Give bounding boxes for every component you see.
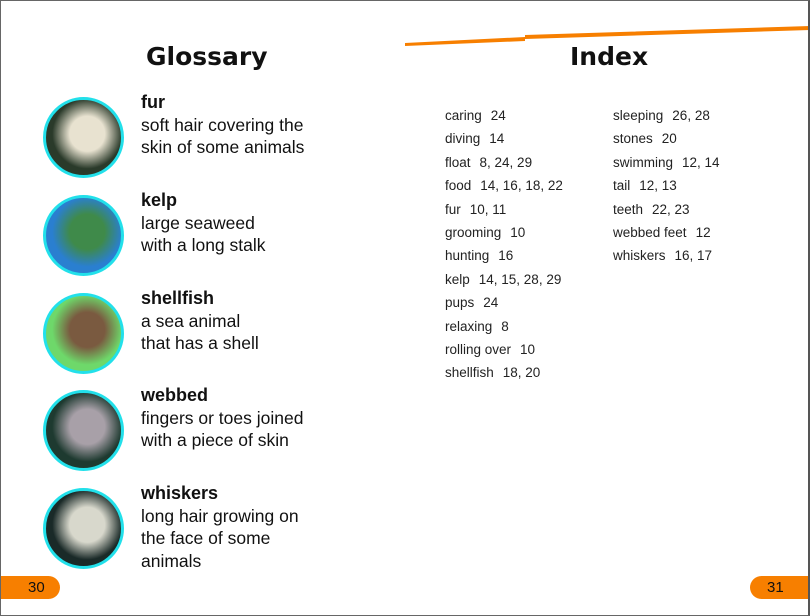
index-term: tail <box>613 178 631 194</box>
index-pages: 22, 23 <box>652 201 690 217</box>
index-pages: 10 <box>520 342 536 358</box>
index-term: caring <box>445 108 482 123</box>
page-number-left: 30 <box>0 576 60 599</box>
index-entry: diving 14 <box>445 127 563 150</box>
index-pages: 12, 13 <box>639 178 677 194</box>
index-entry: sleeping 26, 28 <box>613 104 720 127</box>
index-entry: caring 24 <box>445 104 563 127</box>
index-term: fur <box>445 201 461 217</box>
glossary-definition-line: skin of some animals <box>141 137 305 157</box>
index-pages: 14, 15, 28, 29 <box>478 271 562 287</box>
index-term: hunting <box>445 248 490 264</box>
index-term: shellfish <box>445 365 494 381</box>
index-entry: relaxing 8 <box>445 315 563 338</box>
index-pages: 14 <box>489 131 505 147</box>
index-entry: pups 24 <box>445 291 563 314</box>
index-pages: 20 <box>661 131 677 147</box>
index-entry: fur 10, 11 <box>445 198 563 221</box>
glossary-image-sea-otter-fur <box>43 97 124 178</box>
index-column-2: sleeping 26, 28 stones 20 swimming 12, 14 tail… <box>613 104 720 268</box>
index-title: Index <box>570 42 649 71</box>
index-entry: grooming 10 <box>445 221 563 244</box>
index-term: swimming <box>613 154 674 170</box>
glossary-definition-line: fingers or toes joined <box>141 407 304 428</box>
index-term: teeth <box>613 201 644 217</box>
index-term: diving <box>445 131 481 147</box>
index-entry: shellfish 18, 20 <box>445 361 563 384</box>
index-column-1: caring 24 diving 14 float 8, 24, 29 food 14, 16… <box>445 104 563 385</box>
glossary-image-kelp-forest <box>43 195 124 276</box>
glossary-definition-line: long hair growing on <box>141 505 299 526</box>
glossary-word: webbed <box>141 385 209 405</box>
glossary-entry: shellfish a sea animal that has a shell <box>43 288 403 383</box>
glossary-image-crab-on-rock <box>43 293 124 374</box>
index-term: float <box>445 154 471 170</box>
index-entry: rolling over 10 <box>445 338 563 361</box>
glossary-entry: fur soft hair covering the skin of some … <box>43 92 403 187</box>
index-pages: 12 <box>695 225 711 241</box>
index-entry: swimming 12, 14 <box>613 151 720 174</box>
index-pages: 16 <box>498 248 514 264</box>
index-term: relaxing <box>445 318 493 334</box>
index-pages: 10, 11 <box>469 201 507 217</box>
index-pages: 10 <box>510 225 526 241</box>
index-entry: kelp 14, 15, 28, 29 <box>445 268 563 291</box>
glossary-entry: whiskers long hair growing on the face o… <box>43 483 403 578</box>
glossary-title: Glossary <box>146 42 268 71</box>
orange-accent-line <box>405 26 810 46</box>
glossary-definition-line: that has a shell <box>141 333 259 353</box>
glossary-definition-line: with a long stalk <box>141 235 266 255</box>
index-entry: hunting 16 <box>445 244 563 267</box>
glossary-image-otter-whiskers <box>43 488 124 569</box>
index-entry: tail 12, 13 <box>613 174 720 197</box>
index-pages: 16, 17 <box>674 248 713 264</box>
index-pages: 24 <box>483 295 499 311</box>
index-entry: whiskers 16, 17 <box>613 244 720 267</box>
index-term: pups <box>445 295 475 311</box>
index-entry: webbed feet 12 <box>613 221 720 244</box>
index-entry: stones 20 <box>613 127 720 150</box>
index-term: food <box>445 178 472 194</box>
glossary-word: whiskers <box>141 483 219 503</box>
index-term: sleeping <box>613 108 664 123</box>
index-term: rolling over <box>445 342 512 358</box>
index-term: kelp <box>445 271 470 287</box>
index-pages: 26, 28 <box>672 108 710 123</box>
index-pages: 8, 24, 29 <box>479 154 533 170</box>
index-pages: 14, 16, 18, 22 <box>480 178 563 194</box>
index-entry: float 8, 24, 29 <box>445 151 563 174</box>
glossary-definition-line: soft hair covering the <box>141 114 304 135</box>
glossary-word: shellfish <box>141 288 215 308</box>
index-entry: teeth 22, 23 <box>613 198 720 221</box>
glossary-definition-line: large seaweed <box>141 212 255 233</box>
page-number-right: 31 <box>750 576 810 599</box>
glossary-word: fur <box>141 92 165 112</box>
index-term: stones <box>613 131 653 147</box>
glossary-word: kelp <box>141 190 178 210</box>
glossary-entry: kelp large seaweed with a long stalk <box>43 190 403 285</box>
glossary-definition-line: with a piece of skin <box>141 430 289 450</box>
glossary-entry: webbed fingers or toes joined with a pie… <box>43 385 403 480</box>
glossary-definition-line: a sea animal <box>141 310 241 331</box>
index-pages: 24 <box>490 108 506 123</box>
glossary-definition-line: the face of some <box>141 528 271 548</box>
glossary-image-otter-webbed-feet <box>43 390 124 471</box>
index-pages: 18, 20 <box>502 365 541 381</box>
index-term: webbed feet <box>613 225 687 241</box>
index-pages: 12, 14 <box>682 154 720 170</box>
index-term: whiskers <box>613 248 666 264</box>
index-entry: food 14, 16, 18, 22 <box>445 174 563 197</box>
index-term: grooming <box>445 225 502 241</box>
glossary-definition-line: animals <box>141 550 202 571</box>
index-pages: 8 <box>501 318 509 334</box>
